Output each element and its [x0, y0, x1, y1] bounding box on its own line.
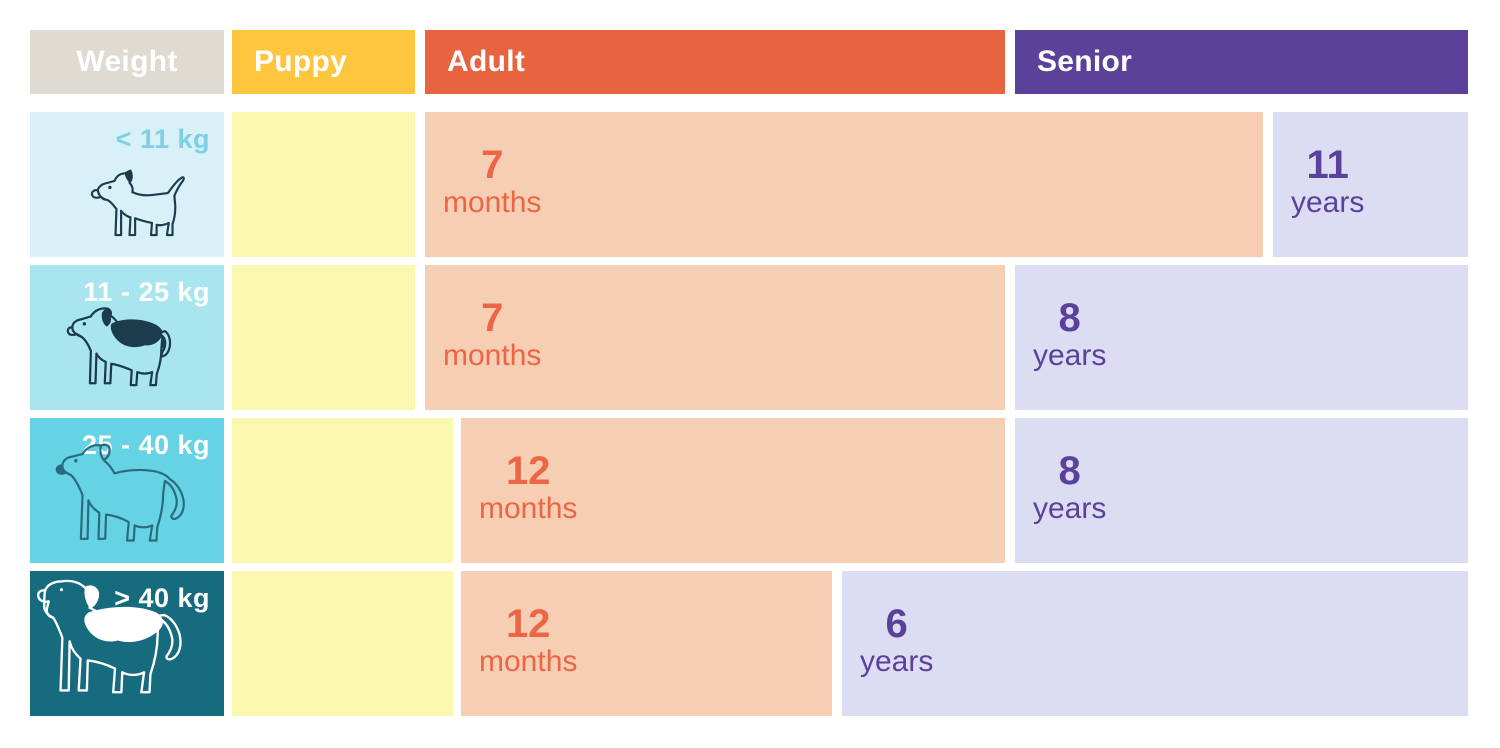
weight-cell-row-1: < 11 kg [30, 112, 224, 257]
senior-start-label-row-4: 6 years [860, 603, 933, 680]
senior-start-label-row-1: 11 years [1291, 144, 1364, 221]
senior-start-label-row-2: 8 years [1033, 297, 1106, 374]
adult-stage-cell-row-1: 7 months [425, 112, 1263, 257]
adult-start-label-row-4: 12 months [479, 603, 577, 680]
column-header-weight-label: Weight [76, 45, 178, 78]
senior-stage-cell-row-4: 6 years [842, 571, 1468, 716]
column-header-senior: Senior [1015, 30, 1468, 94]
saint-bernard-dog-icon [37, 579, 182, 694]
senior-start-unit: years [1033, 339, 1107, 372]
adult-start-unit: months [479, 645, 578, 678]
senior-start-unit: years [1033, 492, 1107, 525]
senior-stage-cell-row-3: 8 years [1015, 418, 1468, 563]
adult-stage-cell-row-4: 12 months [461, 571, 832, 716]
column-header-adult: Adult [425, 30, 1005, 94]
senior-start-value: 8 [1058, 296, 1081, 340]
adult-start-label-row-3: 12 months [479, 450, 577, 527]
adult-start-label-row-1: 7 months [443, 144, 541, 221]
puppy-stage-cell-row-3 [232, 418, 453, 563]
column-header-adult-label: Adult [447, 45, 526, 78]
senior-start-value: 11 [1306, 143, 1349, 187]
beagle-dog-icon [66, 307, 172, 387]
puppy-stage-cell-row-1 [232, 112, 415, 257]
adult-start-value: 7 [481, 143, 504, 187]
puppy-stage-cell-row-4 [232, 571, 453, 716]
adult-start-value: 7 [481, 296, 504, 340]
weight-cell-row-3: 25 - 40 kg [30, 418, 224, 563]
retriever-dog-icon [55, 443, 185, 542]
senior-stage-cell-row-1: 11 years [1273, 112, 1468, 257]
puppy-stage-cell-row-2 [232, 265, 415, 410]
column-header-weight: Weight [30, 30, 224, 94]
adult-start-unit: months [443, 339, 542, 372]
weight-label-row-1: < 11 kg [115, 124, 210, 154]
column-header-puppy-label: Puppy [254, 45, 348, 78]
weight-cell-row-4: > 40 kg [30, 571, 224, 716]
senior-start-unit: years [1291, 186, 1365, 219]
adult-start-unit: months [479, 492, 578, 525]
senior-start-label-row-3: 8 years [1033, 450, 1106, 527]
weight-label-row-2: 11 - 25 kg [83, 277, 210, 307]
senior-stage-cell-row-2: 8 years [1015, 265, 1468, 410]
column-header-puppy: Puppy [232, 30, 415, 94]
senior-start-value: 8 [1058, 449, 1081, 493]
adult-start-value: 12 [505, 602, 551, 646]
column-header-senior-label: Senior [1037, 45, 1133, 78]
senior-start-unit: years [860, 645, 934, 678]
terrier-dog-icon [90, 169, 185, 237]
adult-start-label-row-2: 7 months [443, 297, 541, 374]
weight-cell-row-2: 11 - 25 kg [30, 265, 224, 410]
adult-stage-cell-row-3: 12 months [461, 418, 1005, 563]
adult-start-unit: months [443, 186, 542, 219]
adult-start-value: 12 [505, 449, 551, 493]
senior-start-value: 6 [885, 602, 908, 646]
adult-stage-cell-row-2: 7 months [425, 265, 1005, 410]
